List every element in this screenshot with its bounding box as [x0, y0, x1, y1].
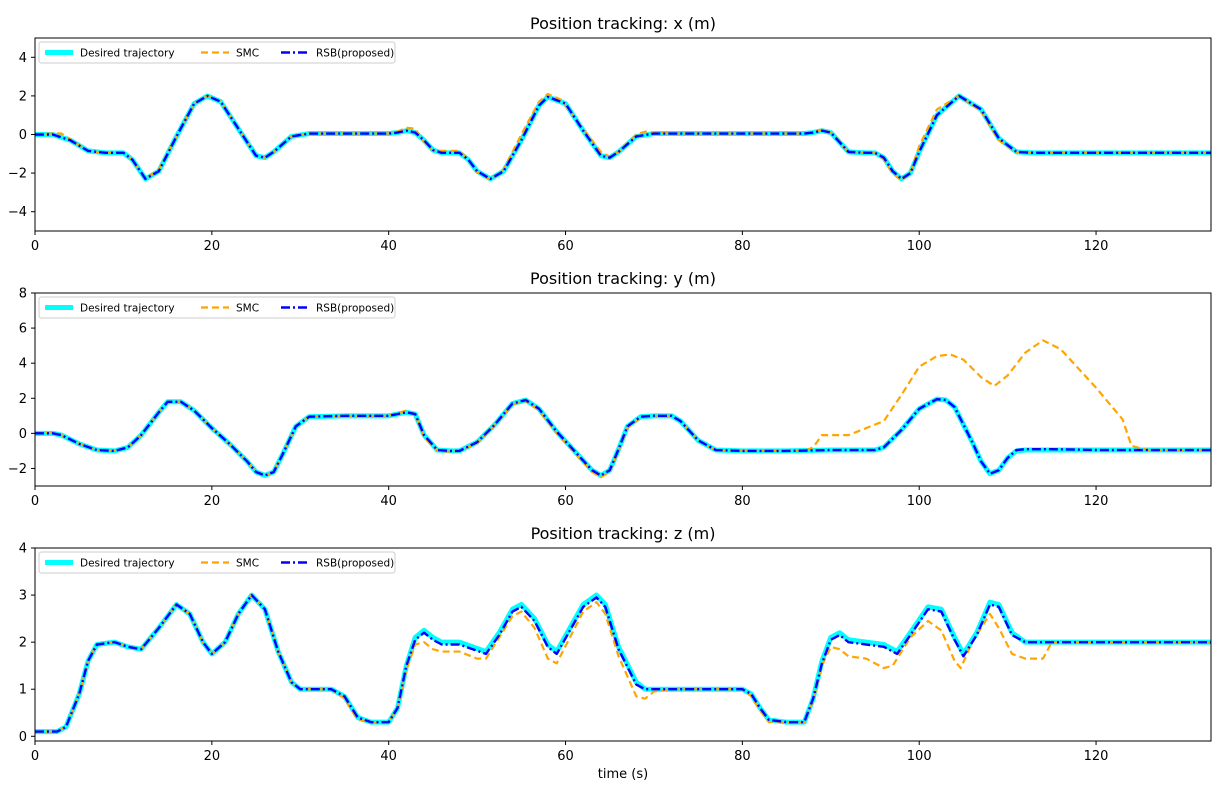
- series-lines: [35, 592, 1211, 735]
- x-tick-label: 0: [31, 494, 39, 509]
- series-lines: [35, 339, 1211, 479]
- legend: Desired trajectory SMC RSB(proposed): [38, 41, 396, 64]
- y-tick-label: 0: [19, 730, 27, 745]
- x-axis-label: time (s): [598, 767, 648, 782]
- x-tick-label: 20: [204, 749, 221, 764]
- series-line-rsb-proposed: [35, 397, 1211, 477]
- legend: Desired trajectory SMC RSB(proposed): [38, 296, 396, 319]
- series-lines: [35, 92, 1211, 182]
- series-line-rsb-proposed: [35, 94, 1211, 181]
- series-line-desired-trajectory: [35, 592, 1211, 735]
- legend-label: RSB(proposed): [316, 48, 394, 60]
- legend-label: SMC: [236, 48, 259, 60]
- x-tick-label: 40: [380, 749, 397, 764]
- x-tick-label: 40: [380, 494, 397, 509]
- legend-label: SMC: [236, 303, 259, 315]
- series-line-smc: [35, 339, 1211, 479]
- axes-frame: [34, 37, 1212, 232]
- x-tick-label: 120: [1084, 749, 1109, 764]
- plot-area: 0 20 40 60 80 100 120 0 1 2 3 4 Desired trajectory SM…: [19, 542, 1212, 764]
- x-tick-label: 0: [31, 749, 39, 764]
- x-tick-label: 20: [204, 239, 221, 254]
- legend-label: RSB(proposed): [316, 558, 394, 570]
- y-tick-label: 2: [19, 89, 27, 104]
- y-tick-label: 8: [19, 287, 27, 302]
- y-tick-label: 4: [19, 51, 27, 66]
- x-tick-label: 100: [907, 749, 932, 764]
- subplot-title: Position tracking: x (m): [530, 14, 716, 33]
- y-tick-label: 6: [19, 322, 27, 337]
- x-tick-label: 80: [734, 239, 751, 254]
- x-tick-label: 60: [557, 239, 574, 254]
- series-line-desired-trajectory: [35, 93, 1211, 182]
- legend-label: SMC: [236, 558, 259, 570]
- plot-area: 0 20 40 60 80 100 120 −4 −2 0 2 4 Desired trajectory…: [8, 37, 1212, 254]
- x-tick-label: 20: [204, 494, 221, 509]
- x-tick-label: 100: [907, 239, 932, 254]
- plot-area: 0 20 40 60 80 100 120 −2 0 2 4 6 8 Desired trajectory…: [8, 287, 1212, 509]
- x-tick-label: 120: [1084, 239, 1109, 254]
- series-line-smc: [35, 593, 1211, 733]
- y-tick-label: 2: [19, 392, 27, 407]
- x-tick-label: 60: [557, 494, 574, 509]
- y-tick-label: −2: [8, 462, 27, 477]
- x-tick-label: 60: [557, 749, 574, 764]
- axes-frame: [34, 547, 1212, 742]
- subplot-z: Position tracking: z (m) 0 20 40 60 80 100 120…: [19, 524, 1212, 782]
- y-tick-label: 0: [19, 427, 27, 442]
- x-tick-label: 120: [1084, 494, 1109, 509]
- y-tick-label: 1: [19, 683, 27, 698]
- y-tick-label: −2: [8, 167, 27, 182]
- x-tick-label: 100: [907, 494, 932, 509]
- y-tick-label: −4: [8, 205, 27, 220]
- series-line-rsb-proposed: [35, 593, 1211, 733]
- subplot-y: Position tracking: y (m) 0 20 40 60 80 100 120…: [8, 269, 1212, 509]
- axes-frame: [34, 292, 1212, 487]
- x-tick-label: 40: [380, 239, 397, 254]
- subplot-title: Position tracking: z (m): [531, 524, 716, 543]
- y-tick-label: 4: [19, 357, 27, 372]
- x-tick-label: 80: [734, 749, 751, 764]
- y-tick-label: 2: [19, 636, 27, 651]
- subplot-title: Position tracking: y (m): [530, 269, 716, 288]
- legend: Desired trajectory SMC RSB(proposed): [38, 551, 396, 574]
- x-tick-label: 80: [734, 494, 751, 509]
- legend-label: RSB(proposed): [316, 303, 394, 315]
- y-tick-label: 3: [19, 589, 27, 604]
- series-line-smc: [35, 92, 1211, 182]
- y-tick-label: 4: [19, 542, 27, 557]
- y-tick-label: 0: [19, 128, 27, 143]
- legend-label: Desired trajectory: [80, 48, 175, 60]
- legend-label: Desired trajectory: [80, 558, 175, 570]
- legend-label: Desired trajectory: [80, 303, 175, 315]
- x-tick-label: 0: [31, 239, 39, 254]
- subplot-x: Position tracking: x (m) 0 20 40 60 80 100 120…: [8, 14, 1212, 254]
